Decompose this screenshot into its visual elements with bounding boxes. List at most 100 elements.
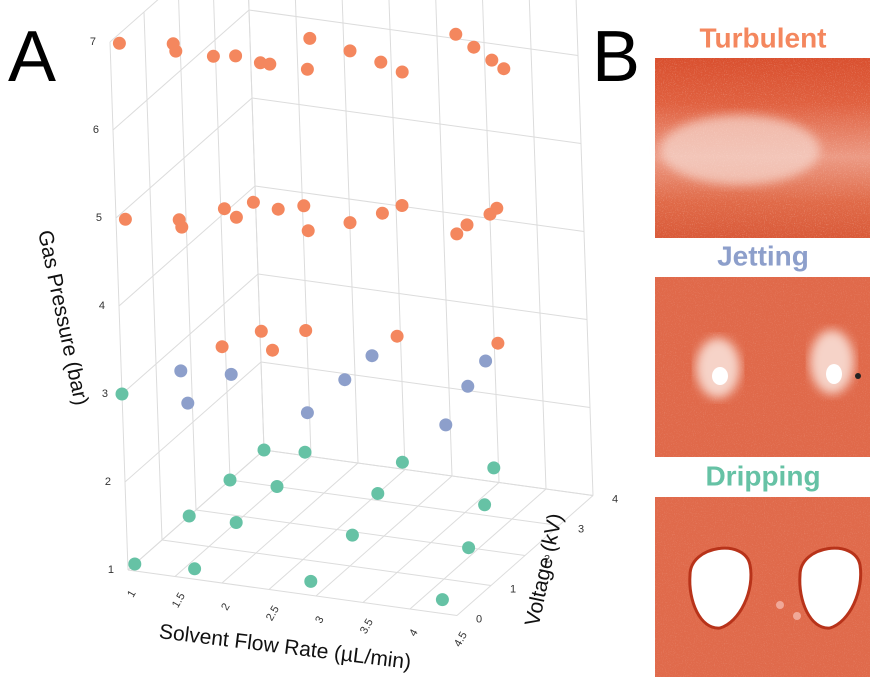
data-point (118, 212, 132, 226)
wall-grid-line (251, 97, 582, 144)
data-point (224, 367, 238, 381)
wall-grid-line (127, 449, 265, 571)
floor-grid-line (161, 539, 492, 586)
data-point (297, 199, 311, 213)
z-tick-label: 5 (96, 212, 102, 224)
data-point (266, 343, 279, 357)
data-point (175, 220, 189, 234)
data-point (169, 44, 183, 58)
data-point (395, 199, 409, 212)
data-point (343, 44, 357, 58)
data-point (395, 455, 409, 469)
x-axis-title: Solvent Flow Rate (µL/min) (158, 620, 413, 674)
data-point (345, 528, 359, 542)
x-tick-label: 3 (313, 614, 326, 625)
floor-grid-line (229, 479, 560, 526)
data-point (300, 62, 314, 76)
data-point (375, 206, 389, 220)
data-point (490, 201, 504, 215)
data-point (467, 40, 481, 54)
data-point (435, 593, 449, 607)
data-point (462, 541, 476, 555)
data-point (487, 461, 501, 475)
data-point (304, 574, 318, 588)
z-tick-label: 4 (99, 300, 105, 312)
wall-grid-line (115, 97, 253, 219)
data-point (439, 418, 453, 432)
data-point (181, 396, 195, 410)
legend-label: Turbulent (699, 22, 826, 53)
data-point (449, 27, 463, 41)
data-point (215, 340, 229, 354)
panel-label: A (8, 17, 56, 97)
z-tick-label: 7 (90, 36, 96, 48)
data-point (229, 49, 243, 63)
floor-grid-line (195, 509, 526, 556)
wall-grid-line (248, 9, 579, 56)
y-tick-label: 1 (510, 583, 516, 595)
data-point (206, 49, 220, 63)
z-axis-title: Gas Pressure (bar) (33, 228, 93, 407)
z-tick-label: 1 (108, 564, 114, 576)
data-point (246, 195, 260, 209)
z-tick-label: 2 (105, 476, 111, 488)
x-tick-label: 3.5 (358, 617, 376, 636)
wall-grid-line (124, 361, 262, 483)
wall-grid-line (213, 0, 231, 481)
data-point (478, 498, 492, 512)
data-point (300, 406, 314, 420)
data-point (395, 65, 409, 79)
legend-label: Dripping (705, 460, 820, 491)
x-tick-label: 4.5 (452, 630, 470, 649)
wall-grid-line (575, 0, 594, 496)
y-tick-label: 2 (544, 553, 550, 565)
data-point (298, 445, 312, 459)
data-point (374, 55, 388, 69)
data-point (229, 516, 243, 529)
photo-turbulent (655, 58, 870, 238)
data-point (390, 329, 404, 343)
data-point (271, 202, 285, 216)
data-point (229, 210, 243, 224)
wall-grid-line (254, 185, 585, 232)
data-point (371, 487, 385, 500)
data-point (128, 557, 142, 571)
x-tick-label: 4 (407, 627, 420, 638)
data-point (270, 480, 284, 493)
legend-label: Jetting (717, 240, 809, 271)
data-point (257, 443, 271, 457)
wall-grid-line (121, 273, 259, 395)
data-point (223, 473, 237, 487)
data-point (479, 354, 493, 368)
photo-dripping (655, 497, 870, 677)
wall-grid-line (257, 273, 588, 320)
data-point (460, 218, 474, 232)
x-tick-label: 2 (219, 601, 232, 612)
y-axis-title: Voltage (kV) (521, 511, 567, 628)
wall-grid-line (260, 361, 591, 408)
data-point (301, 224, 315, 238)
wall-grid-line (435, 0, 453, 477)
z-tick-label: 6 (93, 124, 99, 136)
data-point (254, 324, 268, 338)
wall-grid-line (482, 0, 500, 483)
floor-grid-line (127, 569, 458, 616)
y-tick-label: 0 (476, 613, 482, 625)
data-point (299, 324, 313, 337)
data-point (115, 387, 129, 401)
data-point (188, 562, 202, 576)
data-point (303, 31, 317, 45)
y-tick-label: 3 (578, 523, 584, 535)
wall-grid-line (109, 0, 159, 43)
data-point (217, 202, 231, 216)
y-tick-label: 4 (612, 493, 618, 505)
data-point (365, 349, 379, 363)
wall-grid-line (263, 449, 594, 496)
data-point (343, 216, 357, 230)
wall-grid-line (528, 0, 547, 490)
data-point (461, 379, 475, 393)
data-point (338, 373, 352, 387)
data-point (485, 53, 499, 67)
